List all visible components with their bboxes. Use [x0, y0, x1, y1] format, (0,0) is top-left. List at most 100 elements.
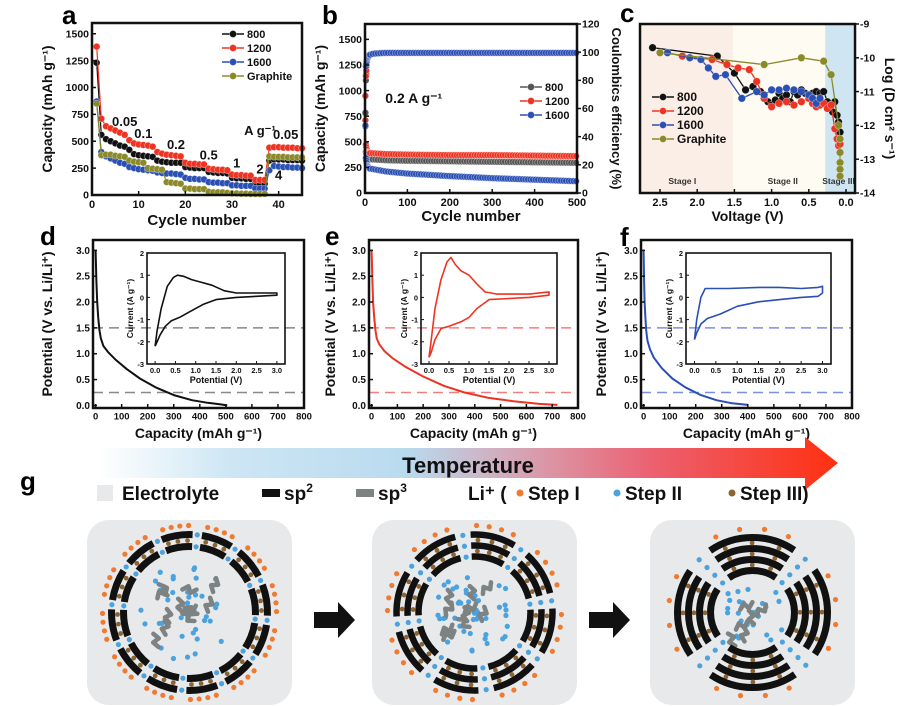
li-step2-dot [469, 648, 475, 654]
inset-x-tick-label: 2.5 [524, 366, 534, 375]
li-step2-dot [474, 616, 480, 622]
li-step3-dot [814, 582, 819, 588]
y2-axis-b-tick-label: 120 [582, 19, 600, 31]
li-step3-dot [750, 668, 756, 674]
sp2-graphene-layer [259, 583, 271, 616]
data-point-1200 [734, 63, 743, 73]
li-step2-dot [214, 670, 220, 676]
li-step1-dot [213, 527, 219, 533]
data-point-1600 [789, 85, 799, 95]
li-step1-dot [238, 679, 244, 686]
inset-x-tick-label: 0.5 [444, 366, 454, 375]
inset-x-tick-label: 1.5 [753, 366, 763, 375]
sp2-graphene-layer [471, 542, 511, 558]
legend-entry-1200-marker [659, 107, 667, 115]
li-step1-dot [128, 674, 134, 680]
li-step2-dot [745, 586, 751, 593]
legend-entry-1600-label: 1600 [247, 57, 271, 69]
li-step2-dot [502, 602, 508, 608]
li-step1-dot [112, 654, 118, 660]
li-step3-dot [691, 610, 697, 616]
li-step1-dot [558, 611, 565, 618]
li-step2-dot [516, 643, 523, 649]
li-step2-dot [152, 578, 159, 584]
li-step2-dot [735, 610, 741, 616]
inset-y-tick-label: -2 [411, 338, 418, 347]
sp2-graphene-layer [444, 657, 478, 672]
inset-x-tick-label: 3.0 [272, 366, 282, 375]
li-step3-dot [406, 579, 412, 585]
li-step1-dot [825, 573, 831, 579]
li-step2-dot [405, 619, 411, 626]
inset-x-tick-label: 1.0 [732, 366, 742, 375]
li-step3-dot [419, 641, 425, 647]
sp2-graphene-layer [811, 568, 831, 657]
li-step3-dot [680, 610, 686, 616]
li-step2-dot [425, 672, 431, 678]
li-step1-dot [187, 696, 194, 703]
x-axis-b-tick-label: 300 [483, 197, 501, 209]
li-step3-dot [254, 635, 260, 641]
li-step2-dot [258, 577, 264, 584]
discharge-curve [94, 250, 228, 407]
sp2-graphene-layer [470, 531, 516, 549]
li-step2-dot [502, 585, 509, 592]
sp3-carbon [208, 575, 221, 595]
li-step2-dot [194, 532, 200, 538]
li-step3-dot [403, 634, 409, 640]
sp3-carbon [443, 600, 455, 618]
current-density-annotation: 0.2 A g⁻¹ [385, 90, 442, 106]
li-step3-dot [696, 633, 702, 638]
legend-sp2-text: sp [284, 484, 306, 505]
sp2-graphene-layer [490, 655, 527, 681]
inset-y-tick-label: -1 [137, 316, 144, 325]
li-step1-dot [432, 532, 438, 538]
sp2-swatch [262, 489, 280, 497]
chart-f: 0 100 200 300 400 500 600 700 800 0.0 0.5 1.0 1.5 2.0… [593, 238, 860, 441]
y-axis-tick-label: 0.5 [624, 375, 638, 386]
li-step3-dot [131, 655, 137, 661]
legend-sp3: sp3 [378, 481, 407, 505]
li-step1-dot [762, 692, 769, 699]
inset-background [686, 253, 831, 364]
y-axis-tick-label: 3.0 [352, 246, 366, 257]
li-step3-dot [503, 662, 509, 668]
legend-entry-1600-label: 1600 [545, 110, 569, 122]
sp2-graphene-layer [395, 630, 425, 673]
inset-background [421, 253, 557, 364]
li-step3-dot [441, 675, 447, 681]
li-step1-dot [262, 652, 268, 658]
li-step1-dot [269, 636, 275, 642]
sp2-graphene-layer [415, 582, 430, 616]
legend-entry-Graphite-label: Graphite [247, 71, 292, 83]
x-axis-tick-label: 100 [389, 412, 405, 423]
x-axis-title: Cycle number [147, 212, 246, 229]
li-step2-dot [496, 583, 502, 589]
li-step3-dot [175, 539, 181, 544]
data-point-1200 [200, 160, 208, 169]
legend-entry-800-label: 800 [677, 90, 697, 104]
li-step3-dot [768, 653, 774, 659]
li-step1-dot [469, 696, 476, 703]
inset-x-tick-label: 1.0 [464, 366, 474, 375]
sp2-graphene-layer [127, 641, 151, 667]
li-step3-dot [457, 669, 463, 675]
li-step1-dot [832, 596, 839, 603]
inset-y-title: Current (A g⁻¹) [125, 279, 135, 339]
legend-li: Li⁺ ( [468, 484, 507, 505]
stage-label: Stage II [768, 176, 798, 186]
rate-label: 1 [233, 156, 240, 171]
sp2-graphene-layer [487, 647, 519, 670]
sp3-carbon [439, 622, 455, 637]
y-axis-tick-label: 1.0 [352, 349, 366, 360]
li-step2-dot [538, 599, 544, 606]
li-step2-dot [193, 575, 199, 581]
inset-x-title: Potential (V) [190, 375, 243, 385]
li-step3-dot [520, 663, 526, 669]
x-axis-title: Capacity (mAh g⁻¹) [135, 425, 262, 441]
li-step3-dot [517, 568, 523, 574]
li-step1-dot [205, 524, 211, 531]
li-step3-dot [412, 595, 418, 601]
data-point-1200 [120, 131, 129, 139]
li-step2-dot [511, 555, 517, 562]
